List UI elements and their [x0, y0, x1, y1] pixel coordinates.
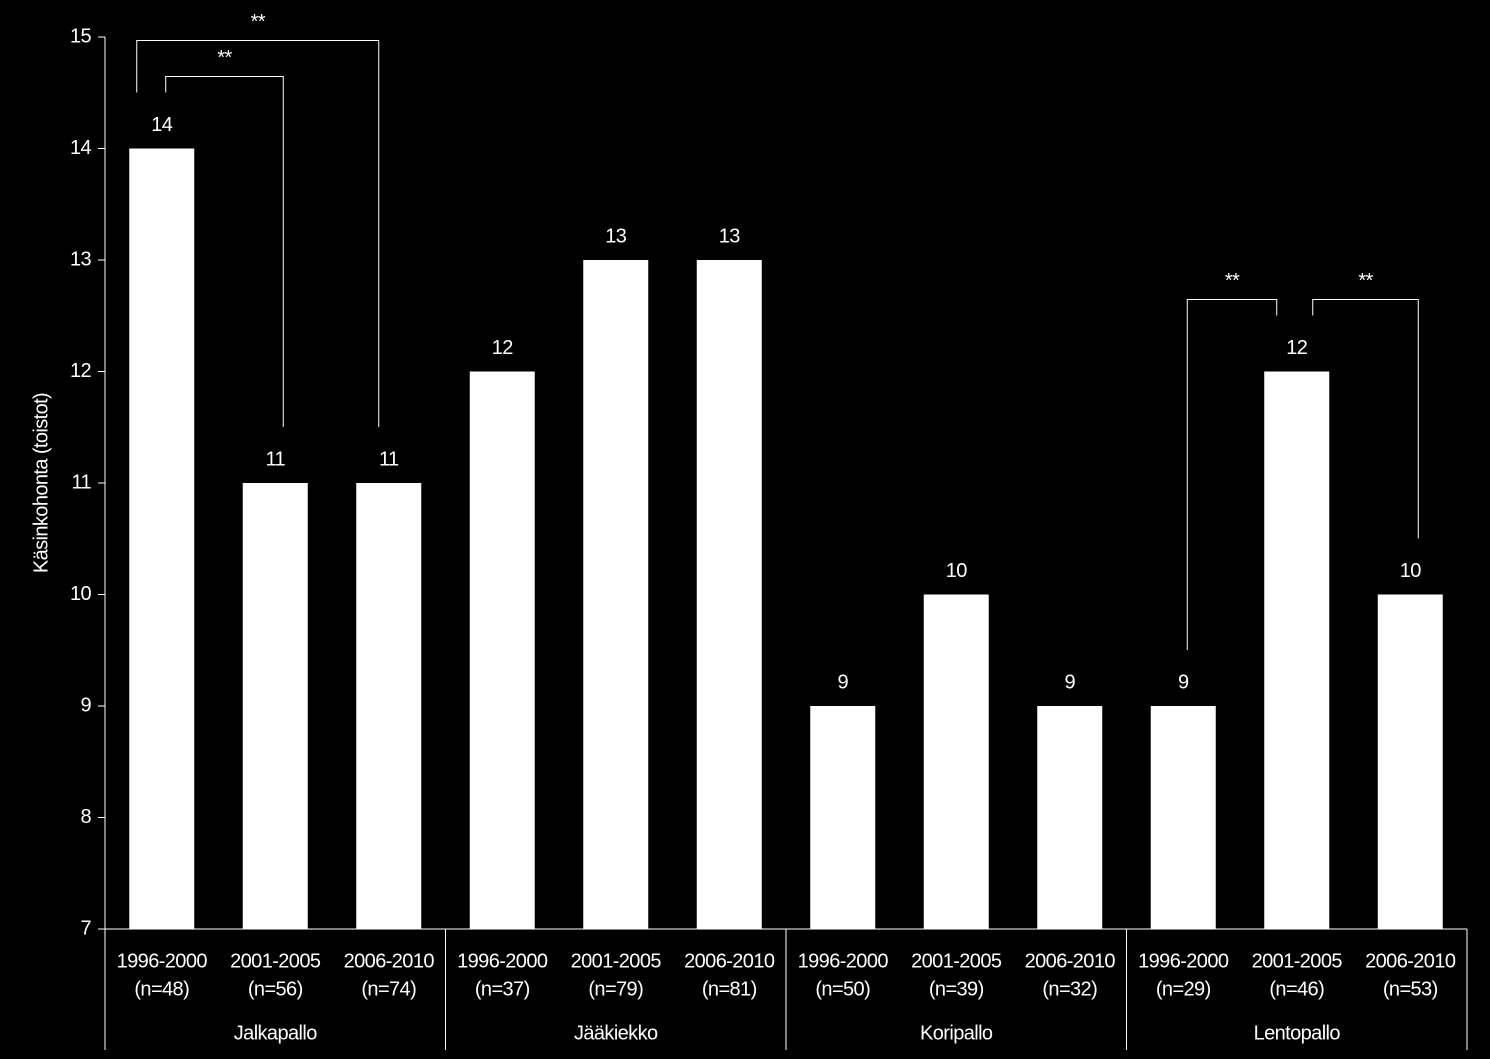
value-label: 12	[1286, 337, 1308, 359]
x-tick-label: 2001-2005	[230, 950, 321, 972]
value-label: 9	[837, 671, 848, 693]
y-tick-label: 12	[70, 360, 92, 382]
x-tick-sublabel: (n=53)	[1383, 978, 1438, 1000]
value-label: 11	[265, 448, 285, 470]
bar	[242, 483, 308, 929]
x-tick-sublabel: (n=32)	[1042, 978, 1097, 1000]
x-tick-label: 2006-2010	[1365, 950, 1456, 972]
significance-bracket	[1186, 299, 1278, 650]
x-tick-sublabel: (n=37)	[475, 978, 530, 1000]
x-tick-label: 2001-2005	[911, 950, 1002, 972]
y-tick-label: 8	[80, 806, 91, 828]
value-label: 14	[151, 114, 173, 136]
group-label: Jalkapallo	[234, 1022, 317, 1044]
x-tick-label: 1996-2000	[117, 950, 208, 972]
y-tick-label: 7	[80, 917, 91, 939]
significance-label: **	[1358, 270, 1373, 292]
group-label: Koripallo	[920, 1022, 993, 1044]
x-tick-sublabel: (n=50)	[815, 978, 870, 1000]
y-tick-label: 15	[70, 25, 92, 47]
y-tick-label: 14	[70, 137, 92, 159]
value-label: 11	[379, 448, 399, 470]
bar	[1377, 594, 1443, 929]
bar	[1264, 371, 1330, 929]
y-tick-label: 10	[70, 583, 92, 605]
y-tick-label: 9	[80, 694, 91, 716]
x-tick-label: 2006-2010	[1025, 950, 1116, 972]
group-label: Jääkiekko	[574, 1022, 658, 1044]
y-tick-label: 11	[71, 471, 91, 493]
value-label: 13	[605, 225, 627, 247]
significance-label: **	[217, 47, 232, 69]
x-tick-sublabel: (n=74)	[361, 978, 416, 1000]
x-tick-label: 2006-2010	[344, 950, 435, 972]
x-tick-label: 1996-2000	[1138, 950, 1229, 972]
x-tick-sublabel: (n=48)	[134, 978, 189, 1000]
value-label: 12	[492, 337, 514, 359]
bar	[129, 148, 195, 929]
x-tick-label: 1996-2000	[798, 950, 889, 972]
value-label: 13	[719, 225, 741, 247]
bar	[1037, 706, 1103, 929]
value-label: 9	[1178, 671, 1189, 693]
significance-bracket	[136, 40, 380, 427]
x-tick-sublabel: (n=81)	[702, 978, 757, 1000]
x-tick-sublabel: (n=79)	[588, 978, 643, 1000]
x-tick-sublabel: (n=56)	[248, 978, 303, 1000]
bar	[1150, 706, 1216, 929]
significance-label: **	[251, 11, 266, 33]
significance-bracket	[1312, 299, 1419, 539]
value-label: 10	[1400, 560, 1422, 582]
bar	[356, 483, 422, 929]
x-tick-label: 2001-2005	[571, 950, 662, 972]
bar	[696, 260, 762, 929]
x-tick-sublabel: (n=29)	[1156, 978, 1211, 1000]
bar	[583, 260, 649, 929]
value-label: 10	[946, 560, 968, 582]
group-label: Lentopallo	[1254, 1022, 1341, 1044]
bar	[810, 706, 876, 929]
bar	[469, 371, 535, 929]
y-tick-label: 13	[70, 248, 92, 270]
value-label: 9	[1064, 671, 1075, 693]
y-axis-label: Käsinkohonta (toistot)	[30, 393, 52, 573]
significance-label: **	[1225, 270, 1240, 292]
bar	[923, 594, 989, 929]
significance-bracket	[165, 76, 284, 427]
x-tick-label: 1996-2000	[457, 950, 548, 972]
x-tick-label: 2006-2010	[684, 950, 775, 972]
x-tick-sublabel: (n=39)	[929, 978, 984, 1000]
x-tick-sublabel: (n=46)	[1269, 978, 1324, 1000]
x-tick-label: 2001-2005	[1252, 950, 1343, 972]
